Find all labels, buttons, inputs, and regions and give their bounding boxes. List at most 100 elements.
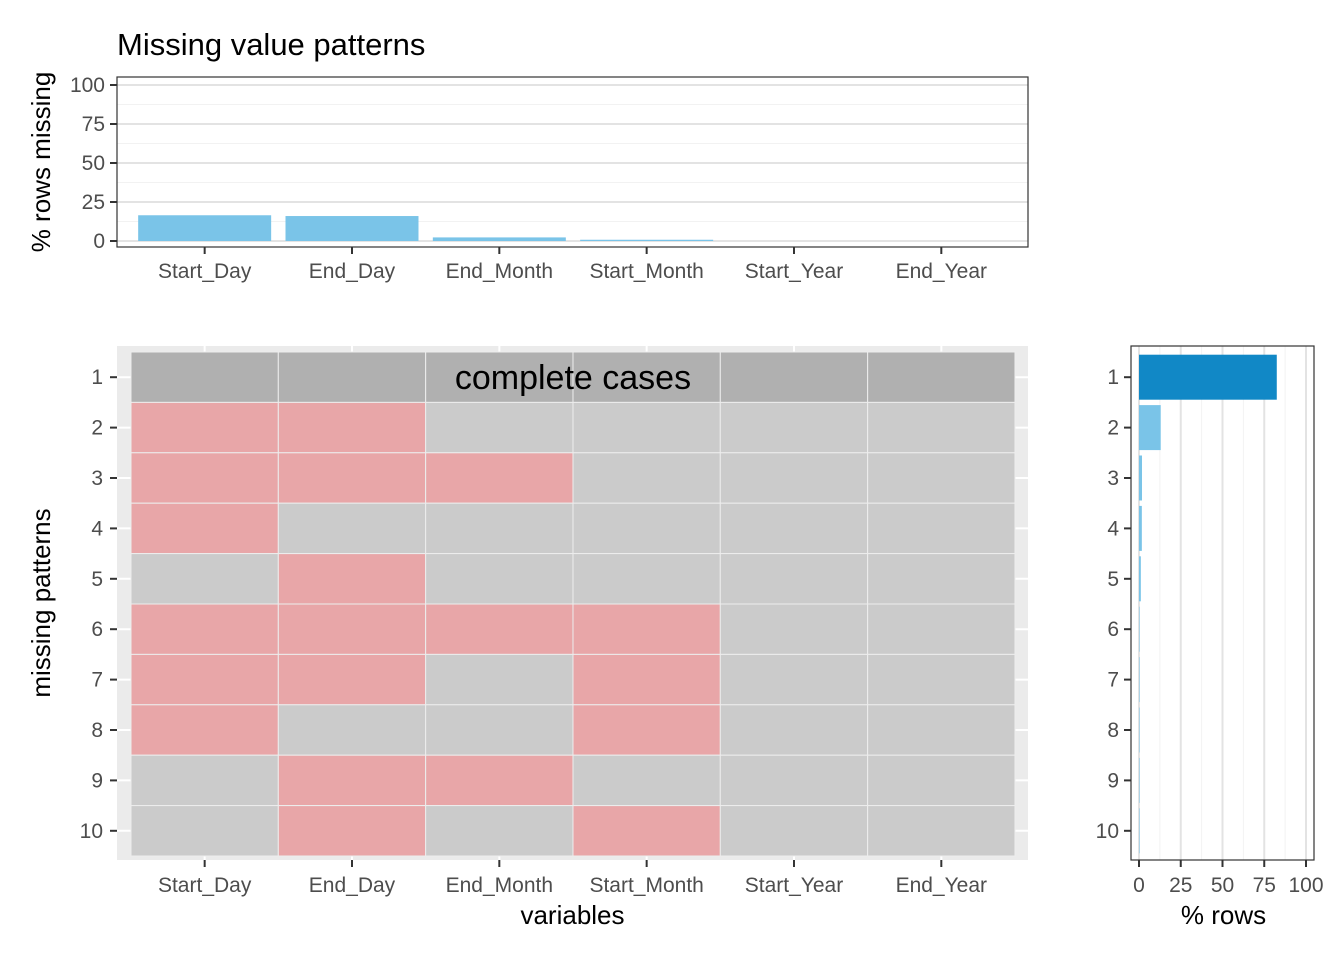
tile-present-r4-End_Month <box>425 502 574 555</box>
top-x-tick-label: Start_Day <box>158 260 252 283</box>
right-x-tick-label: 25 <box>1169 874 1192 897</box>
tile-missing-r6-Start_Month <box>572 603 721 655</box>
tile-present-r4-Start_Year <box>719 502 869 555</box>
tile-present-r1-Start_Year <box>719 351 869 403</box>
tile-present-r2-Start_Year <box>719 401 869 454</box>
right-x-tick-label: 75 <box>1253 874 1276 897</box>
tile-present-r10-Start_Year <box>719 805 869 857</box>
right-bar-pattern-6 <box>1139 606 1140 652</box>
tile-missing-r9-End_Day <box>277 754 427 807</box>
tile-present-r2-Start_Month <box>572 401 721 454</box>
tile-present-r5-Start_Day <box>130 553 279 605</box>
tile-missing-r10-Start_Month <box>572 805 721 857</box>
right-bar-pattern-2 <box>1139 405 1161 451</box>
heatmap-y-axis-title: missing patterns <box>26 508 56 697</box>
right-bar-pattern-7 <box>1139 657 1140 703</box>
tile-present-r10-End_Month <box>425 805 574 857</box>
tile-present-r8-End_Month <box>425 704 574 756</box>
top-y-tick-label: 100 <box>70 74 105 97</box>
top-y-tick-label: 0 <box>93 230 105 253</box>
tile-missing-r7-Start_Month <box>572 653 721 706</box>
right-bar-pattern-10 <box>1139 808 1140 854</box>
heatmap-x-tick-label: End_Month <box>446 874 553 897</box>
top-y-tick-label: 50 <box>82 152 105 175</box>
top-y-tick-label: 75 <box>82 113 105 136</box>
right-bar-panel: 0 25 50 75 100 1 2 3 4 5 6 7 8 9 10 % rows <box>1096 345 1324 930</box>
tile-present-r4-End_Year <box>867 502 1016 555</box>
heatmap-x-tick-label: End_Year <box>896 874 987 897</box>
right-bar-pattern-4 <box>1139 505 1142 551</box>
tile-missing-r3-End_Month <box>425 452 574 504</box>
heatmap-y-tick-label: 2 <box>91 417 103 440</box>
tile-present-r10-Start_Day <box>130 805 279 857</box>
heatmap-x-axis-title: variables <box>520 900 624 930</box>
tile-missing-r3-End_Day <box>277 452 427 504</box>
heatmap-y-tick-label: 8 <box>91 719 103 742</box>
tile-present-r2-End_Month <box>425 401 574 454</box>
tile-present-r3-Start_Month <box>572 452 721 504</box>
tile-missing-r6-End_Day <box>277 603 427 655</box>
tile-present-r9-Start_Year <box>719 754 869 807</box>
tile-missing-r10-End_Day <box>277 805 427 857</box>
right-y-tick-label: 10 <box>1096 820 1119 843</box>
tile-missing-r2-Start_Day <box>130 401 279 454</box>
tile-present-r7-Start_Year <box>719 653 869 706</box>
tile-present-r7-End_Year <box>867 653 1016 706</box>
tile-present-r4-Start_Month <box>572 502 721 555</box>
top-bar-Start_Month <box>580 239 714 241</box>
right-y-tick-label: 1 <box>1107 366 1119 389</box>
tile-present-r6-Start_Year <box>719 603 869 655</box>
heatmap-y-tick-label: 10 <box>80 820 103 843</box>
tile-present-r5-End_Year <box>867 553 1016 605</box>
heatmap-y-tick-label: 5 <box>91 568 103 591</box>
tile-missing-r8-Start_Day <box>130 704 279 756</box>
top-bar-panel: 0 25 50 75 100 Start_Day End_Day End_Month Start… <box>26 72 1029 283</box>
top-y-tick-label: 25 <box>82 191 105 214</box>
right-y-tick-label: 9 <box>1107 769 1119 792</box>
tile-present-r1-End_Year <box>867 351 1016 403</box>
tile-present-r1-Start_Day <box>130 351 279 403</box>
right-y-tick-label: 5 <box>1107 568 1119 591</box>
right-bar-pattern-3 <box>1139 455 1143 501</box>
tile-present-r9-End_Year <box>867 754 1016 807</box>
right-bar-pattern-1 <box>1139 354 1277 400</box>
top-y-axis-title: % rows missing <box>26 72 56 253</box>
tile-present-r10-End_Year <box>867 805 1016 857</box>
right-y-tick-label: 7 <box>1107 669 1119 692</box>
tile-missing-r6-End_Month <box>425 603 574 655</box>
tile-missing-r9-End_Month <box>425 754 574 807</box>
heatmap-y-tick-label: 6 <box>91 618 103 641</box>
heatmap-y-tick-label: 1 <box>91 366 103 389</box>
tile-present-r3-Start_Year <box>719 452 869 504</box>
right-y-tick-label: 3 <box>1107 467 1119 490</box>
right-bar-pattern-5 <box>1139 556 1141 602</box>
top-bar-End_Month <box>432 237 566 241</box>
heatmap-x-tick-label: Start_Year <box>745 874 843 897</box>
right-y-tick-label: 4 <box>1107 517 1119 540</box>
tile-present-r6-End_Year <box>867 603 1016 655</box>
tile-present-r9-Start_Month <box>572 754 721 807</box>
right-y-tick-label: 2 <box>1107 417 1119 440</box>
tile-present-r9-Start_Day <box>130 754 279 807</box>
top-panel-border <box>116 76 1029 248</box>
tile-present-r8-Start_Year <box>719 704 869 756</box>
heatmap-x-tick-label: Start_Month <box>589 874 703 897</box>
top-bar-Start_Day <box>138 215 272 241</box>
tile-present-r2-End_Year <box>867 401 1016 454</box>
top-x-tick-label: End_Day <box>309 260 396 283</box>
tile-missing-r7-Start_Day <box>130 653 279 706</box>
tile-present-r7-End_Month <box>425 653 574 706</box>
tile-missing-r4-Start_Day <box>130 502 279 555</box>
tile-missing-r5-End_Day <box>277 553 427 605</box>
pattern-heatmap-panel: complete cases 1 2 3 4 5 6 7 8 9 10 Start_Day End_Da… <box>26 346 1028 930</box>
plot-title: Missing value patterns <box>117 27 425 62</box>
top-x-tick-label: End_Year <box>896 260 987 283</box>
tile-missing-r7-End_Day <box>277 653 427 706</box>
right-x-tick-label: 50 <box>1211 874 1234 897</box>
right-bar-pattern-8 <box>1139 707 1140 753</box>
right-x-tick-label: 0 <box>1133 874 1145 897</box>
tile-missing-r3-Start_Day <box>130 452 279 504</box>
right-bar-pattern-9 <box>1139 757 1140 803</box>
